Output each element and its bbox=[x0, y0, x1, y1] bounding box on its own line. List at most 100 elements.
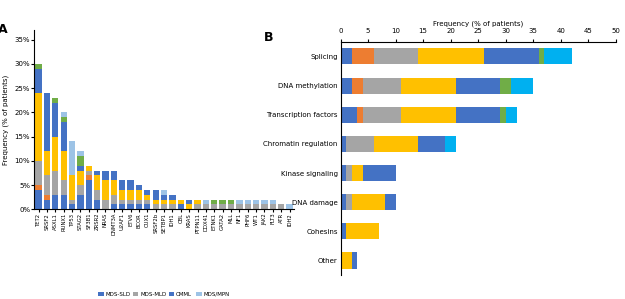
Bar bbox=[136, 185, 142, 190]
Bar bbox=[169, 205, 176, 209]
Y-axis label: Frequency (% of patients): Frequency (% of patients) bbox=[2, 74, 9, 165]
Bar bbox=[78, 170, 84, 185]
Bar bbox=[544, 48, 572, 65]
Bar bbox=[61, 122, 67, 151]
Bar bbox=[78, 185, 84, 195]
Bar bbox=[52, 98, 58, 103]
Text: B: B bbox=[264, 31, 273, 44]
Bar bbox=[228, 200, 234, 205]
Bar bbox=[500, 107, 506, 123]
Bar bbox=[69, 200, 75, 205]
Bar bbox=[127, 200, 134, 205]
Bar bbox=[78, 195, 84, 209]
Bar bbox=[94, 170, 100, 175]
Bar bbox=[78, 151, 84, 156]
Bar bbox=[111, 205, 117, 209]
Bar bbox=[86, 170, 92, 175]
Bar bbox=[152, 205, 159, 209]
Bar bbox=[236, 205, 242, 209]
Bar bbox=[78, 166, 84, 170]
Bar bbox=[69, 141, 75, 175]
Bar bbox=[119, 180, 126, 190]
Bar bbox=[456, 77, 500, 94]
Bar bbox=[177, 205, 184, 209]
Bar bbox=[136, 205, 142, 209]
Bar bbox=[161, 190, 168, 195]
Bar bbox=[119, 205, 126, 209]
Bar bbox=[401, 77, 456, 94]
Bar bbox=[152, 190, 159, 200]
Bar bbox=[352, 165, 362, 181]
Bar bbox=[127, 205, 134, 209]
Bar bbox=[456, 107, 500, 123]
Bar bbox=[261, 205, 268, 209]
Bar bbox=[341, 48, 352, 65]
Bar bbox=[144, 200, 151, 205]
Bar bbox=[94, 175, 100, 190]
Bar bbox=[484, 48, 539, 65]
Bar bbox=[286, 205, 292, 209]
Bar bbox=[36, 64, 42, 69]
Bar bbox=[136, 190, 142, 200]
X-axis label: Frequency (% of patients): Frequency (% of patients) bbox=[433, 20, 523, 27]
Bar bbox=[341, 165, 346, 181]
Bar bbox=[374, 48, 418, 65]
Bar bbox=[177, 200, 184, 205]
Bar bbox=[36, 69, 42, 93]
Bar bbox=[341, 223, 346, 239]
Bar bbox=[36, 185, 42, 190]
Bar bbox=[36, 161, 42, 185]
Bar bbox=[202, 205, 209, 209]
Bar bbox=[341, 136, 346, 152]
Bar bbox=[186, 200, 192, 205]
Bar bbox=[94, 190, 100, 200]
Bar bbox=[144, 195, 151, 200]
Bar bbox=[362, 77, 401, 94]
Bar bbox=[86, 180, 92, 209]
Bar bbox=[270, 205, 276, 209]
Bar bbox=[352, 194, 384, 210]
Bar bbox=[253, 200, 259, 205]
Bar bbox=[270, 200, 276, 205]
Bar bbox=[169, 200, 176, 205]
Bar bbox=[362, 165, 396, 181]
Bar bbox=[69, 205, 75, 209]
Bar bbox=[539, 48, 544, 65]
Bar bbox=[362, 107, 401, 123]
Bar bbox=[401, 107, 456, 123]
Bar bbox=[52, 103, 58, 137]
Bar bbox=[169, 195, 176, 200]
Bar bbox=[261, 200, 268, 205]
Bar bbox=[341, 77, 352, 94]
Bar bbox=[352, 48, 374, 65]
Bar bbox=[374, 136, 418, 152]
Bar bbox=[44, 151, 50, 175]
Bar bbox=[346, 194, 352, 210]
Bar bbox=[127, 180, 134, 190]
Bar bbox=[194, 200, 201, 205]
Bar bbox=[44, 175, 50, 195]
Bar bbox=[278, 205, 284, 209]
Bar bbox=[52, 170, 58, 195]
Bar bbox=[186, 205, 192, 209]
Bar bbox=[202, 200, 209, 205]
Bar bbox=[111, 195, 117, 205]
Bar bbox=[152, 200, 159, 205]
Legend: MDS-SLD, MDS-RS, MDS-MLD, MDS-EB, CMML, MDS/MPN, MDS-U: MDS-SLD, MDS-RS, MDS-MLD, MDS-EB, CMML, … bbox=[410, 297, 546, 299]
Bar bbox=[144, 205, 151, 209]
Bar bbox=[418, 136, 445, 152]
Bar bbox=[384, 194, 396, 210]
Bar bbox=[211, 200, 217, 205]
Bar bbox=[500, 77, 511, 94]
Bar bbox=[244, 200, 251, 205]
Bar bbox=[52, 195, 58, 209]
Bar bbox=[36, 190, 42, 209]
Bar bbox=[211, 205, 217, 209]
Bar bbox=[127, 190, 134, 200]
Bar bbox=[78, 156, 84, 166]
Bar bbox=[161, 205, 168, 209]
Bar bbox=[94, 200, 100, 209]
Bar bbox=[52, 137, 58, 170]
Bar bbox=[111, 170, 117, 180]
Bar bbox=[346, 223, 379, 239]
